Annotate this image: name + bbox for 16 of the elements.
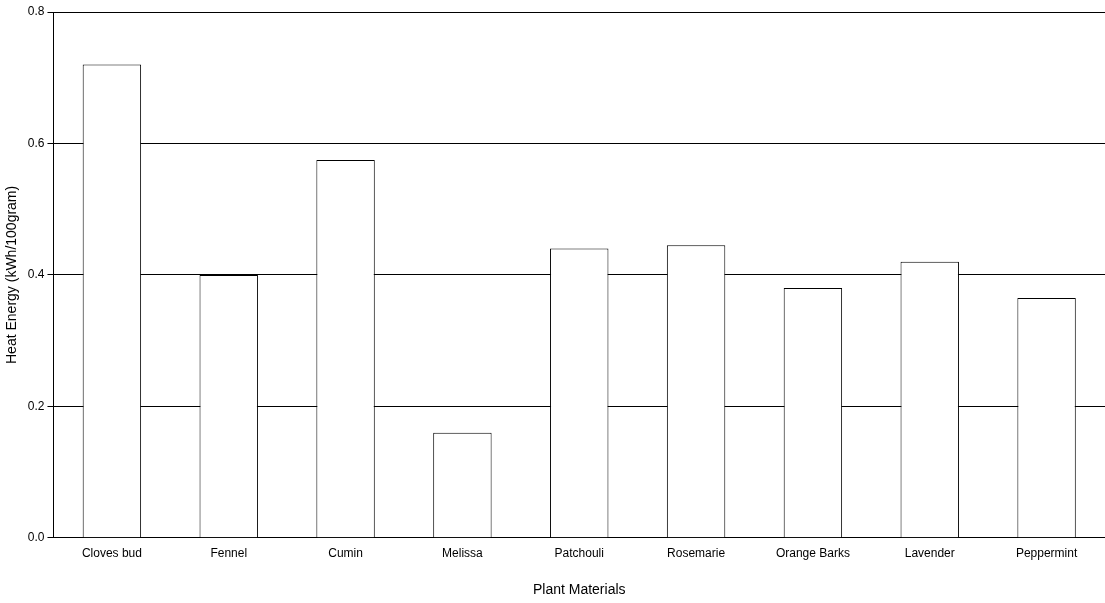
x-tick-label: Melissa (442, 546, 484, 561)
x-tick-label: Patchouli (554, 546, 604, 561)
y-tick-label: 0.0 (27, 530, 45, 545)
x-tick-label: Orange Barks (775, 546, 850, 561)
x-axis-title: Plant Materials (532, 581, 626, 598)
y-tick-label: 0.4 (27, 267, 45, 282)
x-tick-label: Lavender (904, 546, 955, 561)
x-tick-label: Peppermint (1015, 546, 1078, 561)
x-tick-label: Cumin (328, 546, 363, 561)
x-tick-label: Rosemarie (667, 546, 726, 561)
x-tick-label: Fennel (210, 546, 248, 561)
y-tick-label: 0.8 (27, 4, 45, 19)
y-axis-title: Heat Energy (kWh/100gram) (3, 185, 20, 364)
x-tick-label: Cloves bud (81, 546, 142, 561)
y-tick-label: 0.6 (27, 135, 45, 150)
y-tick-label: 0.2 (27, 398, 45, 413)
